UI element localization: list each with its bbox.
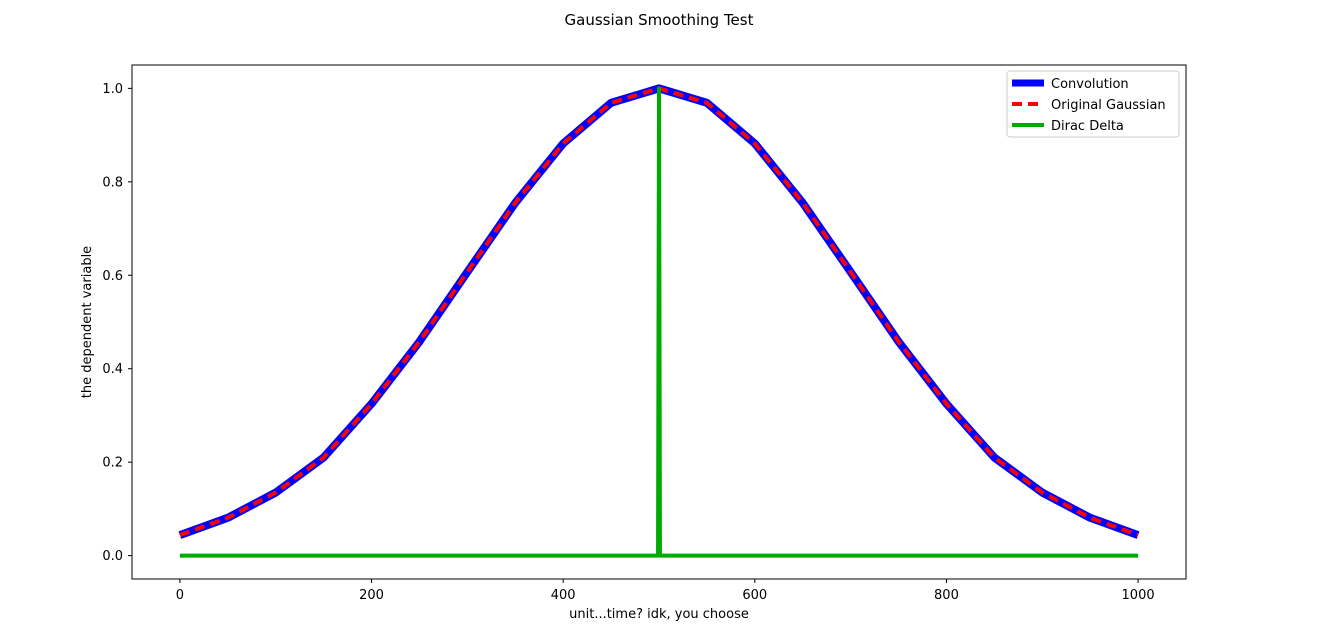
y-axis-label: the dependent variable [80,246,95,398]
chart-title: Gaussian Smoothing Test [565,11,754,29]
x-tick-label: 200 [359,588,384,603]
plot-frame [131,64,1187,580]
legend-label-original-gaussian: Original Gaussian [1051,98,1166,113]
y-tick-label: 0.2 [102,456,123,471]
x-tick-label: 1000 [1122,588,1155,603]
y-tick-label: 0.4 [102,362,123,377]
x-tick-label: 0 [176,588,184,603]
y-tick-label: 0.0 [102,549,123,564]
x-tick-label: 800 [934,588,959,603]
y-tick-label: 0.6 [102,269,123,284]
x-axis-label: unit...time? idk, you choose [569,607,749,622]
legend-box [1006,70,1180,138]
legend-label-convolution: Convolution [1051,77,1129,92]
x-axis: 0 200 400 600 800 1000 [176,579,1155,603]
legend-label-dirac-delta: Dirac Delta [1051,119,1124,134]
x-tick-label: 600 [742,588,767,603]
y-tick-label: 1.0 [102,82,123,97]
x-tick-label: 400 [551,588,576,603]
y-tick-label: 0.8 [102,175,123,190]
series-line-dirac-delta [179,86,1139,558]
chart-legend: Convolution Original Gaussian Dirac Delt… [1006,70,1180,138]
series-layer [178,84,1140,558]
y-axis: 0.0 0.2 0.4 0.6 0.8 1.0 [102,82,132,564]
